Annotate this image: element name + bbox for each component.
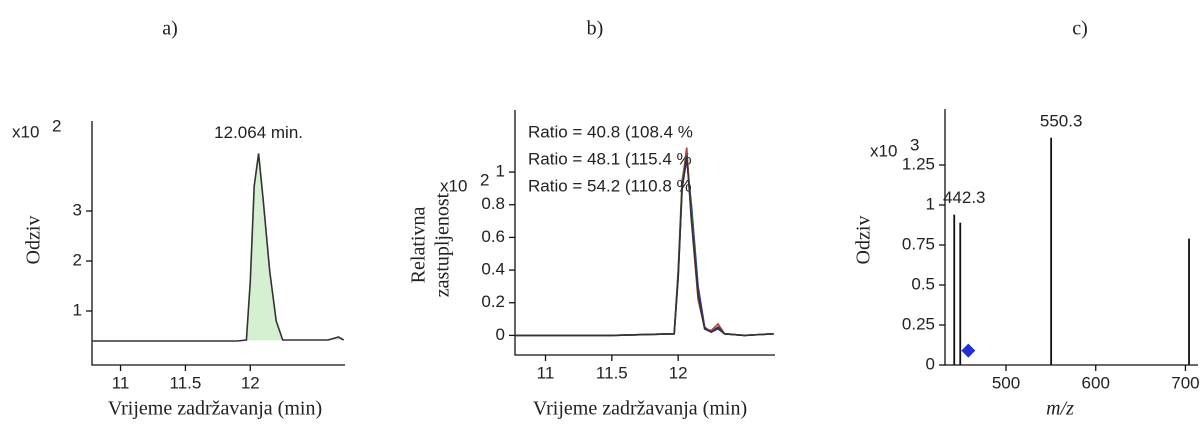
panel-title: a) [162, 18, 178, 40]
y-scale-exponent: 2 [52, 116, 61, 135]
x-axis-label: m/z [1046, 398, 1074, 420]
y-tick-label: 0.6 [481, 227, 505, 246]
y-tick-label: 3 [73, 200, 82, 219]
x-tick-label: 11.5 [170, 373, 202, 392]
x-tick-label: 11.5 [596, 363, 628, 382]
panel-title: c) [1072, 18, 1088, 40]
panel-title: b) [587, 18, 604, 40]
y-tick-label: 0.75 [902, 234, 935, 253]
peak-label: 550.3 [1040, 111, 1083, 130]
x-axis-label: Vrijeme zadržavanja (min) [108, 398, 322, 420]
x-tick-label: 12 [241, 373, 260, 392]
x-axis-label: Vrijeme zadržavanja (min) [533, 398, 747, 420]
legend-entry: Ratio = 48.1 (115.4 % [528, 149, 692, 168]
y-tick-label: 0.25 [902, 314, 935, 333]
y-axis-label: zastupljenost [432, 192, 454, 297]
legend-entry: Ratio = 40.8 (108.4 % [528, 122, 693, 141]
series-line [515, 155, 774, 337]
x-tick-label: 500 [992, 373, 1020, 392]
axes [944, 109, 1198, 366]
y-scale-label: x10 [870, 141, 897, 160]
y-tick-label: 1.25 [902, 154, 935, 173]
y-tick-label: 0.2 [481, 292, 505, 311]
axes [514, 110, 775, 356]
y-scale-exponent: 3 [910, 135, 919, 154]
axes [91, 121, 345, 366]
y-scale-label: x10 [12, 122, 39, 141]
y-tick-label: 1 [926, 194, 935, 213]
series-line [92, 153, 345, 342]
plot-area: Ratio = 40.8 (108.4 % Ratio = 48.1 (115.4… [515, 122, 774, 337]
y-scale-label: x10 [440, 176, 467, 195]
peak-label: 442.3 [943, 188, 986, 207]
y-axis-label: Odziv [23, 216, 45, 265]
y-axis-label: Odziv [853, 216, 875, 265]
legend-entry: Ratio = 54.2 (110.8 % [528, 176, 692, 195]
y-tick-label: 2 [73, 250, 82, 269]
plot-area [92, 153, 345, 342]
y-tick-label: 0 [496, 325, 505, 344]
y-tick-label: 1 [496, 162, 505, 181]
x-tick-label: 11 [112, 373, 130, 392]
precursor-marker [961, 343, 976, 358]
y-tick-label: 0 [926, 354, 935, 373]
y-tick-label: 1 [73, 300, 82, 319]
x-tick-label: 11 [537, 363, 555, 382]
y-tick-label: 0.8 [481, 194, 505, 213]
x-tick-label: 12 [669, 363, 688, 382]
y-scale-exponent: 2 [480, 170, 489, 189]
x-tick-label: 700 [1171, 373, 1199, 392]
y-axis-label: Relativna [408, 207, 430, 284]
x-tick-label: 600 [1082, 373, 1110, 392]
peak-annotation: 12.064 min. [214, 123, 303, 142]
y-tick-label: 0.5 [911, 274, 935, 293]
y-tick-label: 0.4 [481, 260, 505, 279]
